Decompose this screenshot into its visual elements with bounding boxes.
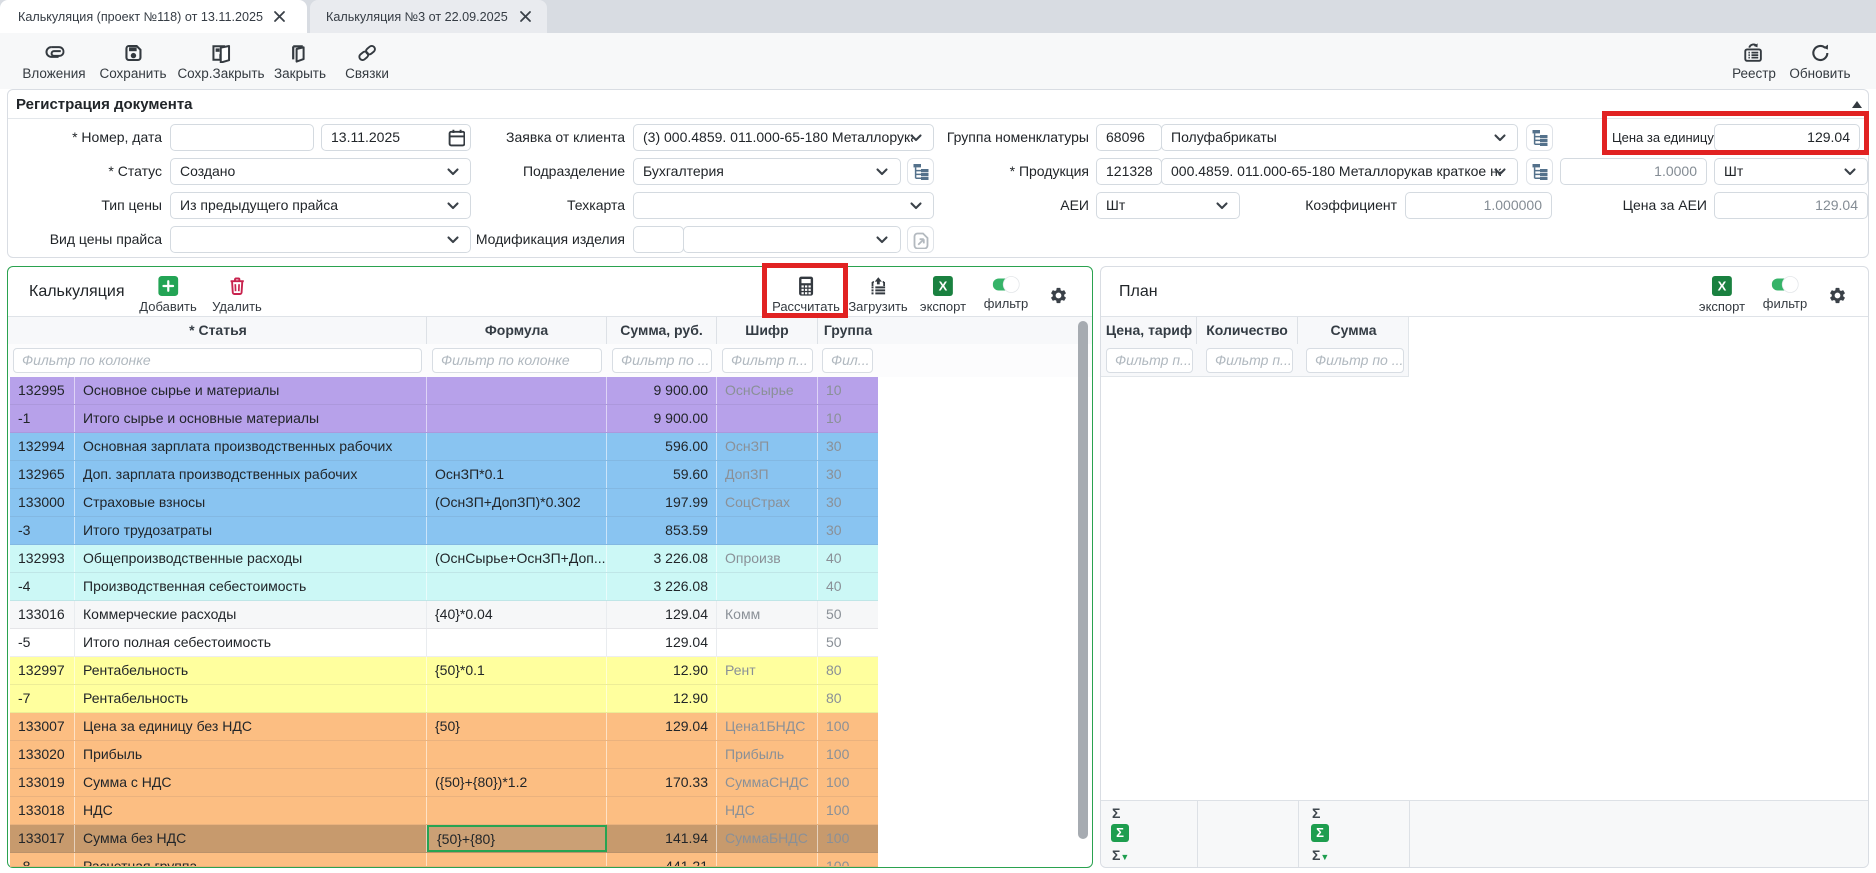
svg-text:X: X bbox=[939, 279, 948, 294]
svg-text:X: X bbox=[1718, 279, 1727, 294]
